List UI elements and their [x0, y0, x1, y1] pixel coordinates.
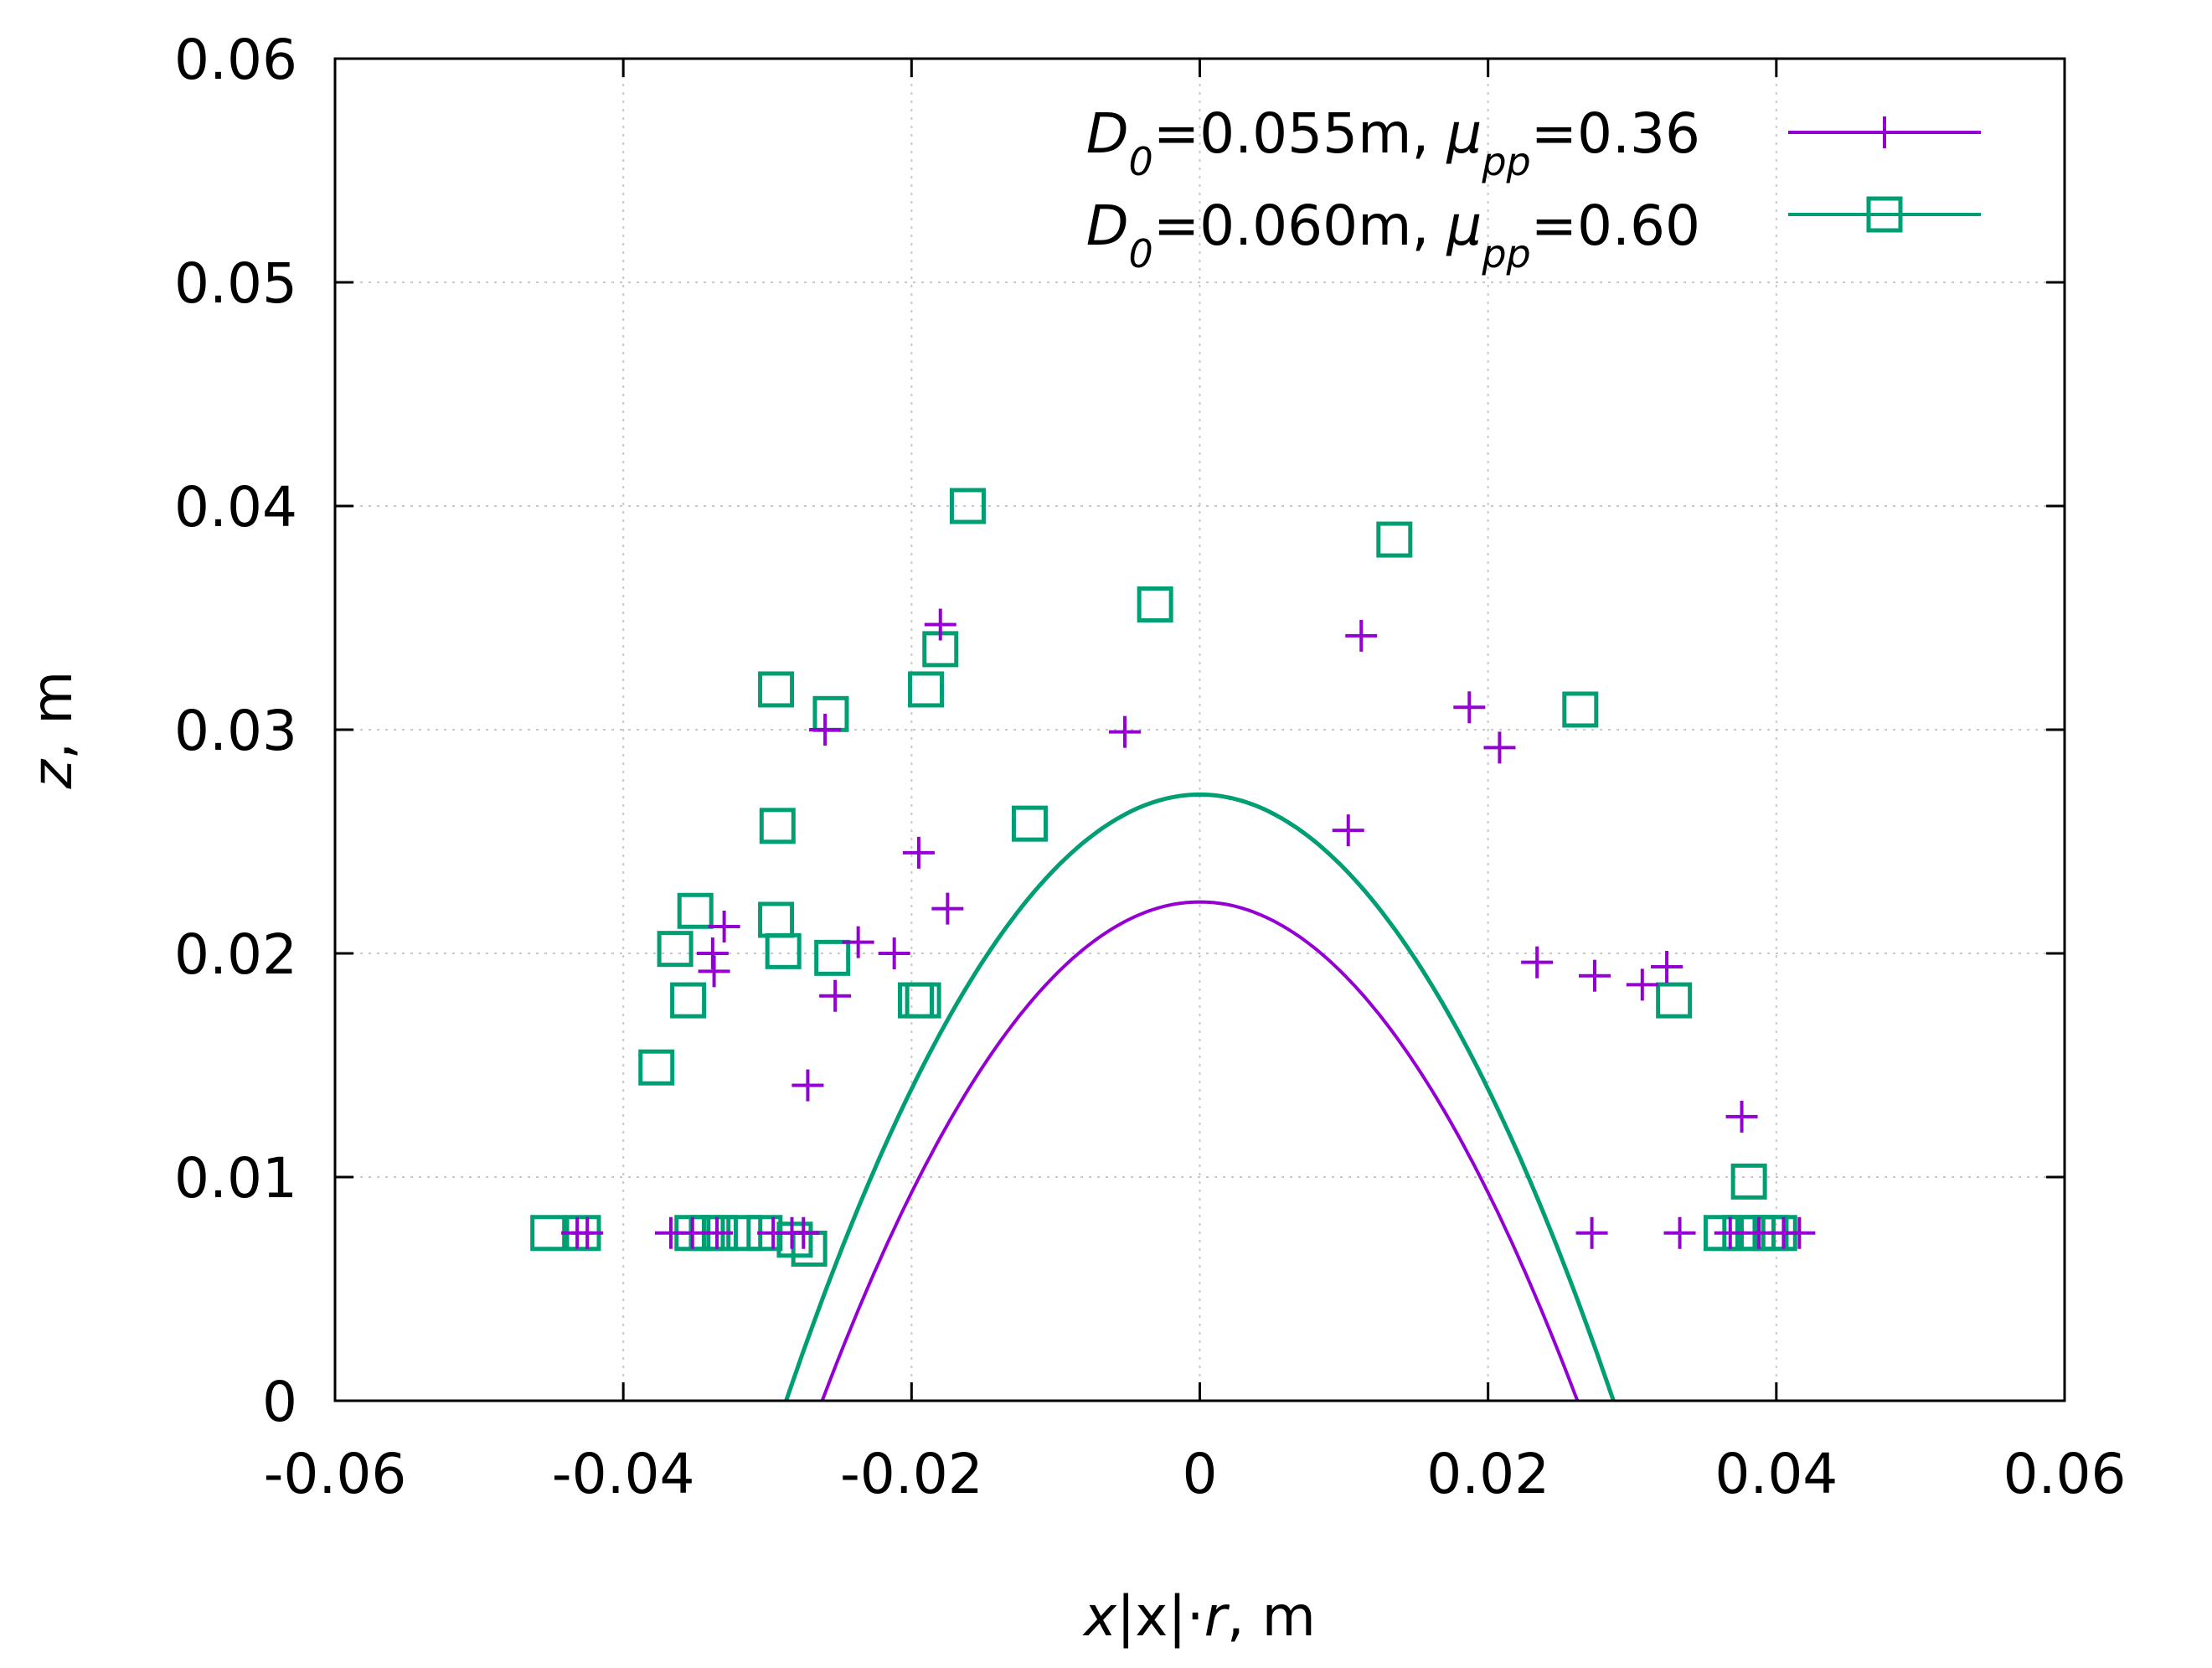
series-1-point [1626, 968, 1658, 1001]
legend: D0=0.055m, μpp=0.36 D0=0.060m, μpp=0.60 [1086, 101, 1981, 276]
series-1-point [1579, 959, 1611, 992]
axis-ticks: -0.06 -0.04 -0.02 0 0.02 0.04 0.06 0 0.01 0.02 0.0… [174, 28, 2126, 1506]
series-1-point [1483, 731, 1516, 764]
x-tick-label: 0.06 [2003, 1442, 2127, 1506]
series-1-point [842, 926, 874, 958]
series-2-curve [784, 792, 1616, 1402]
series-2-point [908, 671, 945, 708]
y-tick-label: 0.01 [174, 1146, 297, 1211]
series-2-point [765, 932, 802, 969]
series-2-point [1376, 521, 1413, 558]
series-1-point [1521, 946, 1554, 979]
series-1-point [1651, 951, 1683, 984]
series-2-point [1137, 586, 1173, 622]
y-axis-label: z, m [20, 671, 85, 790]
series-2-point [1011, 805, 1048, 842]
x-tick-label: -0.06 [264, 1442, 407, 1506]
series-1-point [701, 1216, 734, 1249]
series-1-point [708, 910, 740, 942]
series-2-point [1730, 1163, 1767, 1200]
series-2-point [905, 982, 941, 1019]
series-2-point [812, 695, 849, 732]
x-tick-label: 0.04 [1714, 1442, 1838, 1506]
series-2-point [814, 939, 851, 976]
series-2-point [726, 1215, 763, 1252]
series-2-point [677, 892, 714, 929]
series-1-point [1783, 1216, 1816, 1249]
legend-label-series-2: D0=0.060m, μpp=0.60 [1086, 194, 1700, 276]
y-tick-label: 0.04 [174, 475, 297, 540]
series-2-point [638, 1049, 675, 1086]
series-2-point [759, 808, 796, 844]
series-2-point [1656, 982, 1693, 1019]
series-2-point [530, 1215, 567, 1252]
x-tick-label: 0 [1183, 1442, 1218, 1506]
series-2-point [670, 982, 707, 1019]
series-1-point [878, 937, 910, 969]
x-axis-label: x|x|·r, m [1082, 1584, 1316, 1649]
series-2-point [758, 671, 795, 708]
series-1-point [1725, 1100, 1758, 1133]
series-1-point [1714, 1216, 1746, 1249]
series-1-point [819, 979, 852, 1012]
series-1-point [924, 608, 956, 641]
series-2-point [897, 982, 934, 1019]
series-2-point [758, 901, 795, 938]
series-1-point [1575, 1216, 1608, 1249]
legend-marker-series-1 [1869, 116, 1900, 148]
series-1-point [787, 1216, 820, 1249]
y-tick-label: 0.05 [174, 251, 297, 316]
series-1-point [791, 1069, 824, 1102]
legend-marker-series-2 [1866, 196, 1903, 233]
legend-swatches [1788, 116, 1981, 233]
grid [335, 59, 2065, 1401]
series-2-point [949, 488, 986, 524]
y-tick-label: 0.06 [174, 28, 297, 92]
threshold-curves [784, 792, 1616, 1402]
series-1-curve [820, 900, 1580, 1402]
y-tick-label: 0 [262, 1370, 297, 1434]
x-tick-label: 0.02 [1426, 1442, 1549, 1506]
series-2-point [657, 931, 694, 968]
series-1-point [1453, 691, 1486, 724]
legend-label-series-1: D0=0.055m, μpp=0.36 [1086, 101, 1700, 184]
series-1-point [902, 836, 935, 869]
series-1-point [571, 1216, 604, 1249]
x-tick-label: -0.02 [840, 1442, 983, 1506]
series-1-point [1663, 1216, 1696, 1249]
series-1-point [1345, 619, 1378, 652]
series-1-point [1332, 814, 1364, 847]
y-tick-label: 0.02 [174, 922, 297, 987]
series-2-point [1562, 691, 1599, 728]
series-1-point [1109, 715, 1142, 748]
series-1-point [698, 955, 730, 988]
series-1-point [809, 714, 842, 746]
data-markers [530, 488, 1816, 1267]
x-tick-label: -0.04 [552, 1442, 695, 1506]
series-1-point [931, 892, 964, 925]
y-tick-label: 0.03 [174, 699, 297, 763]
